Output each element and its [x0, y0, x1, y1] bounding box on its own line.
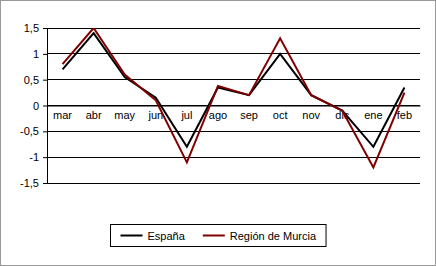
- x-tick-label: ene: [364, 109, 382, 121]
- y-axis-line: [43, 29, 48, 184]
- y-tick: 1,5: [24, 22, 47, 34]
- y-tick: -0,5: [20, 125, 47, 137]
- y-tick-label: -1,5: [20, 177, 39, 189]
- x-tick-label: oct: [273, 109, 288, 121]
- grid-line: [47, 157, 420, 158]
- x-tick: jul: [180, 106, 192, 122]
- y-tick-label: -0,5: [20, 125, 39, 137]
- y-tick-label: 0,5: [24, 74, 39, 86]
- legend-label: Región de Murcia: [230, 230, 317, 242]
- y-tick: -1,5: [20, 177, 47, 189]
- chart: -1,5 -1 -0,5 0 0,5 1 1,5 mar abrmayjun jul ago sep o…: [0, 0, 436, 266]
- y-tick: 1: [33, 48, 47, 60]
- x-axis-line: [48, 106, 421, 107]
- grid-line: [47, 131, 420, 132]
- y-tick-mark: [43, 106, 47, 107]
- grid-line: [47, 28, 420, 29]
- x-tick-label: may: [114, 109, 135, 121]
- legend: España Región de Murcia: [111, 225, 327, 247]
- y-tick-label: 1,5: [24, 22, 39, 34]
- x-tick-label: abr: [86, 109, 102, 121]
- y-tick-label: 0: [33, 100, 39, 112]
- chart-frame: [1, 1, 436, 266]
- x-tick-label: feb: [397, 109, 412, 121]
- y-tick: -1: [29, 151, 47, 163]
- x-tick: nov: [302, 106, 320, 122]
- y-tick-label: 1: [33, 48, 39, 60]
- x-tick: mar: [53, 106, 72, 122]
- y-tick-label: -1: [29, 151, 39, 163]
- x-tick: oct: [273, 106, 288, 122]
- legend-swatch: [121, 235, 143, 237]
- x-tick-label: mar: [53, 109, 72, 121]
- y-tick-mark: [43, 157, 47, 158]
- series-line: [63, 28, 405, 168]
- series-group: [63, 28, 405, 168]
- x-tick: may: [114, 106, 135, 122]
- grid: [47, 28, 420, 183]
- legend-box: [111, 225, 327, 247]
- x-tick-label: sep: [240, 109, 258, 121]
- y-tick-mark: [43, 183, 47, 184]
- x-tick: sep: [240, 106, 258, 122]
- legend-label: España: [148, 230, 186, 242]
- x-tick-label: nov: [302, 109, 320, 121]
- x-tick: ago: [209, 106, 227, 122]
- legend-swatch: [203, 235, 225, 237]
- legend-item: Región de Murcia: [203, 230, 317, 242]
- y-tick-mark: [43, 131, 47, 132]
- legend-item: España: [121, 230, 186, 242]
- x-tick: ene: [364, 106, 382, 122]
- y-tick: 0,5: [24, 74, 47, 86]
- y-tick-mark: [43, 28, 47, 29]
- grid-line: [47, 79, 420, 80]
- x-tick-label: ago: [209, 109, 227, 121]
- grid-line: [47, 105, 420, 106]
- x-tick: jun: [147, 106, 163, 122]
- y-tick: 0: [33, 100, 47, 112]
- x-tick: abr: [86, 106, 102, 122]
- plot: -1,5 -1 -0,5 0 0,5 1 1,5 mar abrmayjun jul ago sep o…: [20, 22, 420, 189]
- grid-line: [47, 183, 420, 184]
- y-axis: -1,5 -1 -0,5 0 0,5 1 1,5: [20, 22, 47, 189]
- x-axis: marabrmayjunjulagosepoctnovdicenefeb: [48, 106, 421, 122]
- y-tick-mark: [43, 54, 47, 55]
- x-tick-label: jul: [180, 109, 192, 121]
- grid-line: [47, 53, 420, 54]
- y-tick-mark: [43, 80, 47, 81]
